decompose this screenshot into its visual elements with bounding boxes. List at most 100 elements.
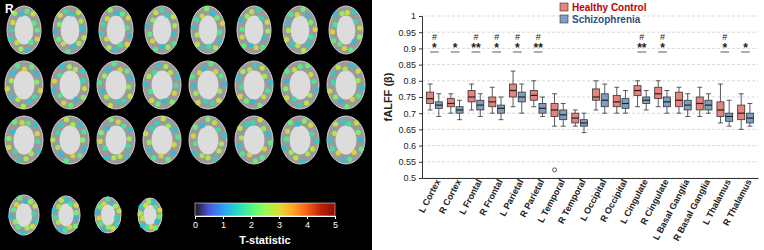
brain-slice <box>283 6 318 54</box>
box <box>510 71 517 107</box>
brain-outline <box>97 61 135 109</box>
activation-spot <box>194 17 199 22</box>
box <box>696 87 703 116</box>
activation-spot <box>111 155 116 160</box>
brain-outline <box>97 116 135 164</box>
activation-spot <box>250 120 255 125</box>
activation-spot <box>219 73 224 78</box>
activation-spot <box>340 119 345 124</box>
brain-slice <box>5 61 43 109</box>
activation-spot <box>116 119 121 124</box>
activation-spot <box>259 16 264 21</box>
activation-spot <box>300 159 305 164</box>
significance-mark: * <box>743 41 748 55</box>
whisker-low <box>678 107 679 113</box>
activation-spot <box>346 121 351 126</box>
y-tick-mark <box>419 113 422 114</box>
whisker-cap-low <box>644 109 649 110</box>
activation-spot <box>260 45 265 50</box>
white-matter <box>14 126 35 155</box>
whisker-cap-high <box>718 84 723 85</box>
activation-spot <box>117 208 122 213</box>
whisker-cap-low <box>635 106 640 107</box>
box-body <box>675 92 682 107</box>
brain-outline <box>9 195 39 235</box>
y-tick-label: 0.95 <box>398 28 416 38</box>
whisker-high <box>720 84 721 102</box>
orientation-label: R <box>5 2 14 16</box>
activation-spot <box>56 220 61 225</box>
activation-spot <box>153 10 158 15</box>
activation-spot <box>292 67 297 72</box>
box-body <box>477 100 484 110</box>
whisker-cap-low <box>582 132 587 133</box>
activation-spot <box>78 122 83 127</box>
activation-spot <box>265 88 270 93</box>
y-tick-label: 0.8 <box>403 76 416 86</box>
y-tick-label: 0.9 <box>403 44 416 54</box>
activation-spot <box>108 103 113 108</box>
whisker-cap-low <box>573 126 578 127</box>
activation-spot <box>24 9 29 14</box>
activation-spot <box>191 25 196 30</box>
whisker-low <box>575 123 576 126</box>
activation-spot <box>327 88 332 93</box>
activation-spot <box>33 218 38 223</box>
whisker-cap-high <box>739 93 744 94</box>
whisker-cap-low <box>511 106 516 107</box>
median <box>427 98 434 99</box>
whisker-cap-low <box>457 119 462 120</box>
colorbar-tick: 0 <box>193 216 198 230</box>
box-body <box>696 97 703 110</box>
activation-spot <box>348 47 353 52</box>
whisker-high <box>596 81 597 89</box>
activation-spot <box>255 7 260 12</box>
whisker-low <box>533 100 534 106</box>
whisker-cap-low <box>519 113 524 114</box>
box <box>530 81 537 107</box>
whisker-high <box>708 94 709 100</box>
activation-spot <box>15 97 20 102</box>
box <box>580 113 587 132</box>
activation-spot <box>9 78 14 83</box>
median <box>477 104 484 105</box>
whisker-high <box>492 87 493 97</box>
activation-spot <box>73 96 78 101</box>
whisker-high <box>699 87 700 97</box>
white-matter <box>61 16 80 45</box>
grid-line <box>422 129 758 130</box>
box <box>477 94 484 117</box>
white-matter <box>14 71 35 100</box>
grid-line <box>422 97 758 98</box>
activation-spot <box>128 127 133 132</box>
figure: R012345T-statistic0.50.550.60.650.70.750… <box>0 0 764 250</box>
activation-spot <box>171 14 176 19</box>
brain-outline <box>51 61 89 109</box>
activation-spot <box>355 78 360 83</box>
activation-spot <box>338 98 343 103</box>
brain-slice <box>50 116 89 164</box>
activation-spot <box>285 19 290 24</box>
whisker-cap-low <box>469 109 474 110</box>
activation-spot <box>359 146 364 151</box>
whisker-cap-low <box>531 106 536 107</box>
whisker-low <box>666 107 667 113</box>
activation-spot <box>309 131 314 136</box>
whisker-cap-high <box>531 80 536 81</box>
whisker-low <box>563 120 564 126</box>
activation-spot <box>197 70 202 75</box>
activation-spot <box>19 120 24 125</box>
median <box>622 103 629 104</box>
box-body <box>447 99 454 107</box>
colorbar-tick-label: 2 <box>249 220 254 230</box>
brain-outline <box>191 6 225 54</box>
activation-spot <box>138 204 143 209</box>
brain-outline <box>95 197 121 233</box>
whisker-low <box>501 113 502 119</box>
activation-spot <box>340 157 345 162</box>
activation-spot <box>254 45 259 50</box>
whisker-cap-low <box>664 113 669 114</box>
whisker-high <box>471 84 472 90</box>
whisker-cap-high <box>697 87 702 88</box>
box-body <box>427 92 434 103</box>
